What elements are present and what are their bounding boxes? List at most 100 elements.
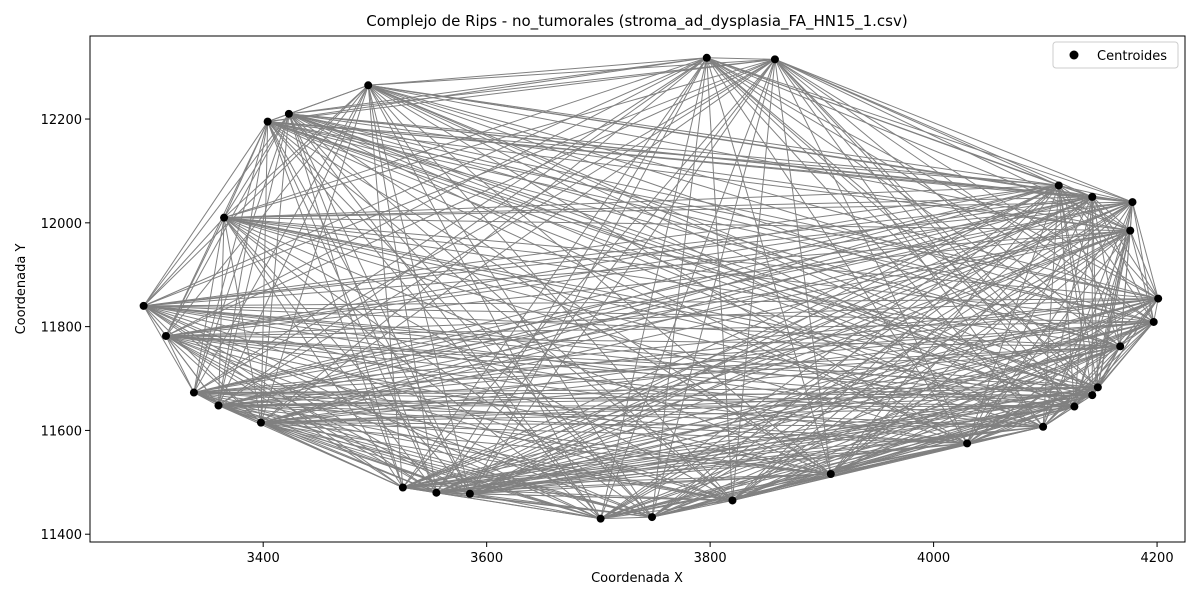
rips-edge [143,217,225,307]
rips-edge [218,113,290,406]
centroid-point [1126,226,1135,235]
rips-edge [193,85,369,393]
centroid-point [189,388,198,397]
rips-edge [165,121,269,337]
rips-edge [1042,185,1060,427]
rips-edge [223,217,1093,396]
rips-edge [966,196,1093,444]
centroid-point [1128,198,1137,207]
rips-edge [469,406,1075,495]
x-tick-label: 4200 [1141,551,1174,566]
rips-edge [1042,201,1133,427]
rips-edge [1091,196,1131,231]
centroid-point [214,401,223,410]
rips-edge [218,405,653,518]
rips-edge [165,201,1133,337]
rips-edge [368,57,707,86]
rips-edge [651,386,1098,518]
rips-edge [966,386,1099,444]
rips-edge [267,121,1044,428]
rips-edge [288,113,1099,388]
rips-edge [469,493,601,520]
rips-edge [402,57,708,488]
centroid-point [770,55,779,64]
rips-edge [774,59,1075,407]
rips-edge [368,84,1099,388]
rips-edge [1058,185,1121,347]
rips-edge [469,59,776,495]
rips-edge [600,298,1159,520]
rips-edge [774,59,1093,396]
rips-edge [267,121,733,501]
rips-edge [1058,185,1093,396]
rips-edge [469,196,1093,495]
rips-edge [706,57,832,475]
rips-edge [260,422,601,520]
rips-edge [1058,185,1099,388]
centroid-point [1070,402,1079,411]
rips-edge [223,113,290,218]
rips-edge [774,59,832,475]
rips-edge [706,57,733,501]
rips-edge [288,113,1059,186]
rips-edge [368,84,1159,300]
rips-edge [217,217,225,406]
rips-edge [469,201,1133,495]
rips-edge [706,57,1093,396]
rips-edge [732,426,1044,501]
rips-edge [165,335,1121,347]
rips-edge [1119,321,1155,347]
x-tick-label: 4000 [917,551,950,566]
rips-edge [706,57,1154,323]
rips-edge [706,57,1075,407]
rips-edge [1129,202,1133,231]
centroid-point [1093,383,1102,392]
rips-edge [288,57,707,115]
legend-marker [1069,50,1079,60]
rips-edge [1073,196,1093,407]
rips-edge [469,473,831,495]
rips-edge [830,321,1154,475]
y-tick-label: 11800 [41,321,82,336]
chart-title: Complejo de Rips - no_tumorales (stroma_… [366,12,907,31]
rips-edge [223,217,1098,388]
rips-edge [260,85,369,423]
centroid-point [1154,294,1163,303]
rips-edge [368,84,1093,396]
rips-edge [165,335,733,501]
rips-edge [1058,185,1159,299]
rips-edge [267,58,775,123]
rips-edge [732,386,1098,501]
rips-edge [436,230,1131,494]
centroid-point [702,53,711,62]
centroid-point [465,489,474,498]
y-tick-label: 11400 [41,528,82,543]
rips-edge [732,196,1093,501]
rips-edge [469,185,1059,495]
rips-edge [165,113,290,337]
rips-edge [1058,184,1133,203]
rips-edge [367,84,733,501]
rips-edge [1091,230,1131,396]
rips-edge [731,59,776,501]
rips-edge [218,57,708,406]
rips-edge [165,217,225,337]
centroid-point [161,331,170,340]
rips-edge [223,84,369,219]
rips-edge [402,185,1059,488]
rips-edge [267,121,471,494]
rips-edge [193,57,708,393]
rips-edge [706,57,1044,428]
rips-edge [267,121,968,444]
rips-edge [651,196,1093,518]
rips-edge [165,335,195,393]
centroid-points [139,53,1163,523]
rips-edge [600,345,1121,520]
rips-edge [367,85,602,519]
y-axis-ticks: 11400 11600 11800 12000 12200 [41,113,90,543]
rips-edge [774,58,1121,347]
rips-edge [224,217,1159,300]
rips-edge [402,298,1159,488]
rips-edge [967,426,1044,444]
rips-edge [288,113,1159,300]
